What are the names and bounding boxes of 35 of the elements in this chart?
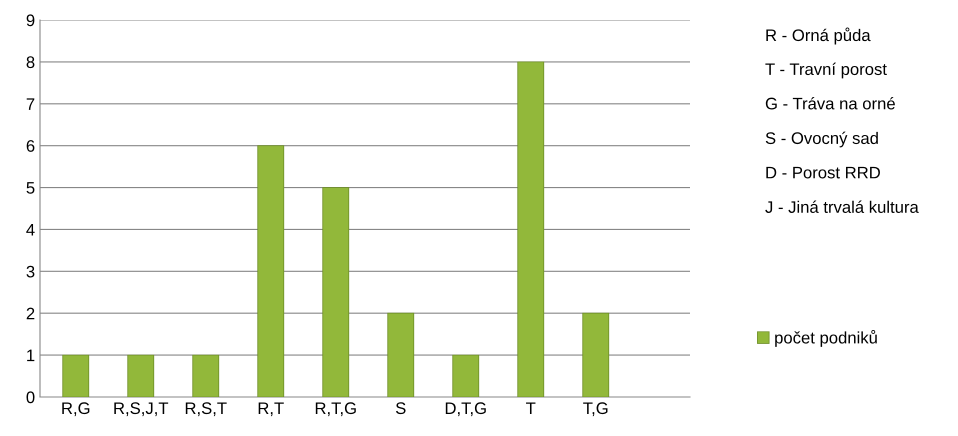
bar — [387, 312, 414, 397]
text: S - Ovocný sad — [766, 132, 878, 148]
x-tick-label: S — [396, 402, 406, 414]
x-tick-label: R,T,G — [316, 402, 356, 416]
y-tick-label: 2 — [26, 308, 34, 320]
x-tick-label: D,T,G — [446, 402, 486, 416]
y-tick-label: 0 — [26, 391, 34, 404]
bar — [322, 187, 350, 397]
text: J - Jiná trvalá kultura — [765, 200, 919, 213]
x-tick-label: R,S,J,T — [114, 402, 168, 416]
x-tick-label: R,T — [258, 402, 284, 416]
bar — [62, 354, 90, 397]
x-tick-label: R,G — [62, 402, 90, 416]
bar — [192, 354, 220, 397]
text: D - Porost RRD — [766, 166, 880, 178]
text: T - Travní porost — [765, 62, 887, 78]
bar — [517, 61, 544, 397]
y-tick-label: 5 — [26, 182, 34, 194]
text: G - Tráva na orné — [766, 97, 895, 110]
y-tick-label: 3 — [26, 266, 34, 278]
x-tick-label: R,S,T — [186, 402, 227, 416]
y-tick-label: 6 — [26, 140, 34, 152]
y-tick-label: 8 — [26, 56, 34, 68]
y-tick-label: 9 — [26, 14, 34, 26]
x-tick-label: T — [526, 402, 536, 414]
y-tick-label: 1 — [27, 350, 34, 362]
y-tick-label: 7 — [26, 98, 34, 110]
y-tick-label: 4 — [26, 224, 35, 236]
legend-label: počet podniků — [775, 330, 877, 347]
bar — [127, 354, 154, 397]
bar — [582, 312, 610, 397]
text: R - Orná půda — [766, 28, 871, 44]
x-tick-label: T,G — [583, 402, 608, 416]
bar — [452, 354, 480, 397]
bar — [257, 145, 284, 397]
